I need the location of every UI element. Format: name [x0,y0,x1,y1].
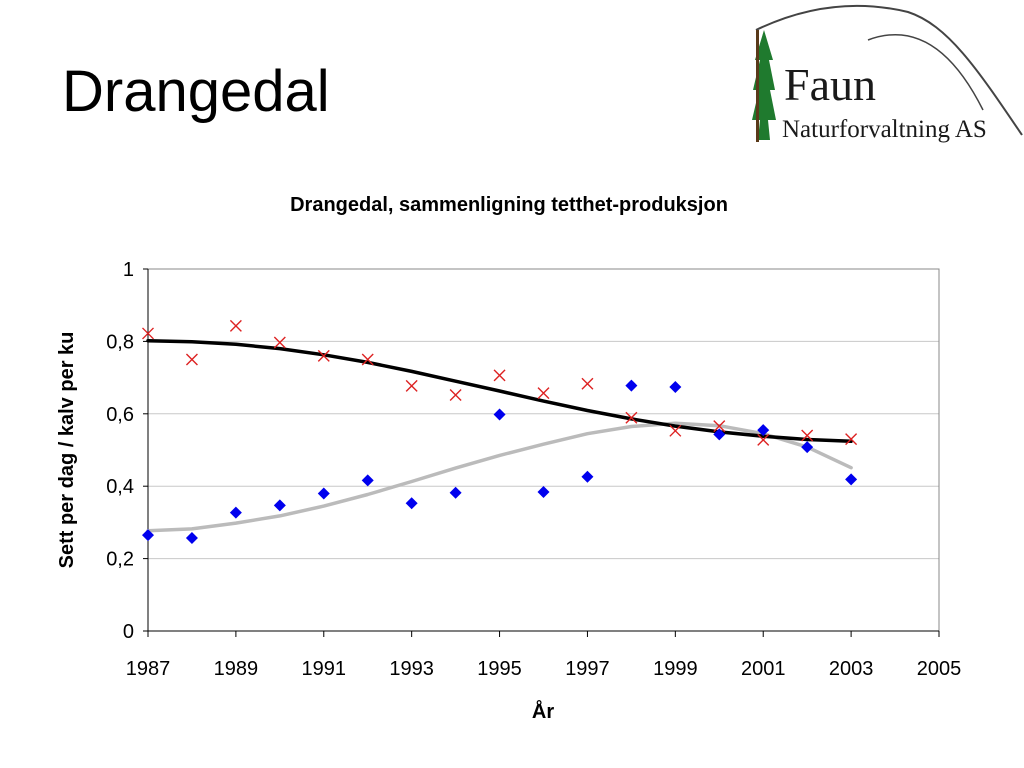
production-point [625,411,638,424]
density-point [801,441,814,454]
production-point [273,336,286,349]
x-tick-label: 1993 [389,658,434,680]
y-tick-label: 0,4 [106,476,134,498]
production-point [757,433,770,446]
production-point [845,433,858,446]
y-axis-title: Sett per dag / kalv per ku [56,332,78,569]
production-trend-line [146,338,853,444]
data-points [142,319,858,544]
production-point [537,387,550,400]
x-axis-title: År [532,699,554,723]
x-tick-label: 1999 [653,658,698,680]
y-axis-ticks: 0 0,2 0,4 0,6 0,8 1 [106,259,148,643]
production-point [713,420,726,433]
density-point [581,470,594,483]
x-tick-label: 1997 [565,658,610,680]
production-point [581,377,594,390]
density-point [361,474,374,487]
density-point [757,424,770,437]
density-point [845,473,858,486]
density-point [625,379,638,392]
tree-trunk [756,30,759,142]
density-point [317,487,330,500]
production-point [142,327,154,340]
plot-area-frame [147,268,940,632]
density-point [713,428,726,441]
density-point [449,486,462,499]
tree-icon [752,30,776,142]
x-axis-ticks: 1987 1989 1991 1993 1995 1997 1999 2001 2003 2005 [126,631,962,680]
density-point [405,497,418,510]
trend-lines [146,338,853,533]
logo-mountain-line-inner [867,33,984,111]
x-tick-label: 1991 [302,658,347,680]
production-point [405,379,418,392]
production-point [801,429,814,442]
density-point [142,529,154,542]
production-point [317,349,330,362]
y-tick-label: 0,6 [106,404,134,426]
production-point [449,388,462,401]
logo-company-name: Faun [784,59,876,110]
slide-title: Drangedal [62,59,330,124]
production-point [669,424,682,437]
density-point [493,408,506,421]
chart-title: Drangedal, sammenligning tetthet-produks… [290,194,728,216]
grid-lines [148,340,939,560]
faun-logo [752,4,1023,142]
density-point [537,485,550,498]
density-point [273,499,286,512]
logo-company-subtitle: Naturforvaltning AS [782,116,987,143]
y-tick-label: 0,2 [106,549,134,571]
production-point [185,353,198,366]
density-point [669,381,682,394]
density-point [229,506,242,519]
x-tick-label: 1987 [126,658,171,680]
production-point [229,319,242,332]
logo-mountain-line [755,4,1023,136]
production-point [493,369,506,382]
x-tick-label: 2001 [741,658,786,680]
x-tick-label: 2005 [917,658,962,680]
density-point [185,531,198,544]
y-tick-label: 0,8 [106,331,134,353]
production-point [361,353,374,366]
y-tick-label: 0 [123,621,134,643]
x-tick-label: 2003 [829,658,874,680]
x-tick-label: 1995 [477,658,522,680]
y-tick-label: 1 [123,259,134,281]
density-trend-line [146,421,853,533]
x-tick-label: 1989 [214,658,259,680]
